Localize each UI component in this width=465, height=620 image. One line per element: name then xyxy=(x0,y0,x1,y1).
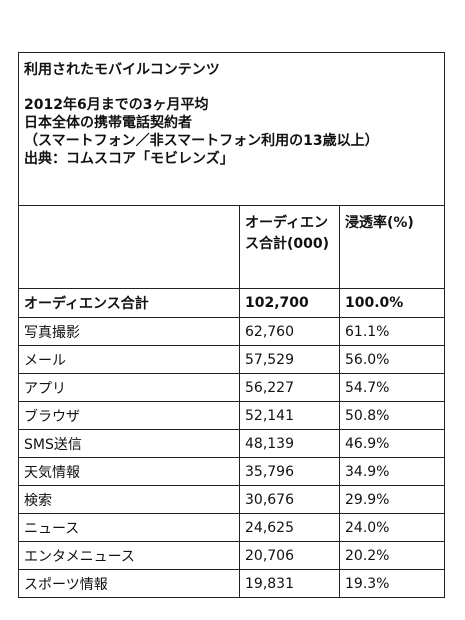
header-penetration-cell: 浸透率(%) xyxy=(338,205,446,289)
row-audience: 20,706 xyxy=(239,541,340,570)
header-row: オーディエンス合計(000) 浸透率(%) xyxy=(18,205,446,289)
row-penetration: 20.2% xyxy=(338,541,446,570)
row-penetration: 46.9% xyxy=(338,429,446,458)
row-label: SMS送信 xyxy=(18,429,240,458)
source-text: 出典：コムスコア「モビレンズ」 xyxy=(24,151,234,167)
table-row: スポーツ情報 19,831 19.3% xyxy=(18,569,446,598)
table-row: SMS送信 48,139 46.9% xyxy=(18,429,446,458)
mobile-content-table: 利用されたモバイルコンテンツ 2012年6月までの3ヶ月平均 日本全体の携帯電話… xyxy=(17,52,446,598)
row-audience: 30,676 xyxy=(239,485,340,514)
table-row: ブラウザ 52,141 50.8% xyxy=(18,401,446,430)
row-audience: 24,625 xyxy=(239,513,340,542)
title-spacer xyxy=(24,79,439,96)
title-cell: 利用されたモバイルコンテンツ 2012年6月までの3ヶ月平均 日本全体の携帯電話… xyxy=(17,52,446,206)
header-audience-cell: オーディエンス合計(000) xyxy=(239,205,340,289)
population-note: （スマートフォン／非スマートフォン利用の13歳以上） xyxy=(24,133,379,149)
total-label: オーディエンス合計 xyxy=(18,288,240,318)
row-label: スポーツ情報 xyxy=(18,569,240,598)
row-label: 天気情報 xyxy=(18,457,240,486)
row-penetration: 54.7% xyxy=(338,373,446,402)
row-label: メール xyxy=(18,345,240,374)
total-penetration: 100.0% xyxy=(338,288,446,318)
table-row: 写真撮影 62,760 61.1% xyxy=(18,317,446,346)
row-audience: 19,831 xyxy=(239,569,340,598)
row-audience: 62,760 xyxy=(239,317,340,346)
row-audience: 52,141 xyxy=(239,401,340,430)
row-audience: 57,529 xyxy=(239,345,340,374)
header-audience: オーディエンス合計(000) xyxy=(245,215,330,252)
table-title: 利用されたモバイルコンテンツ xyxy=(24,62,220,78)
header-label-cell xyxy=(18,205,240,289)
total-row: オーディエンス合計 102,700 100.0% xyxy=(18,288,446,318)
row-label: エンタメニュース xyxy=(18,541,240,570)
row-label: ニュース xyxy=(18,513,240,542)
table-row: アプリ 56,227 54.7% xyxy=(18,373,446,402)
table-row: 天気情報 35,796 34.9% xyxy=(18,457,446,486)
row-penetration: 50.8% xyxy=(338,401,446,430)
table-row: メール 57,529 56.0% xyxy=(18,345,446,374)
title-row: 利用されたモバイルコンテンツ 2012年6月までの3ヶ月平均 日本全体の携帯電話… xyxy=(17,52,446,206)
row-penetration: 56.0% xyxy=(338,345,446,374)
period-text: 2012年6月までの3ヶ月平均 xyxy=(24,97,209,113)
row-penetration: 61.1% xyxy=(338,317,446,346)
row-label: 検索 xyxy=(18,485,240,514)
table-row: ニュース 24,625 24.0% xyxy=(18,513,446,542)
row-audience: 56,227 xyxy=(239,373,340,402)
row-penetration: 34.9% xyxy=(338,457,446,486)
row-penetration: 24.0% xyxy=(338,513,446,542)
row-penetration: 29.9% xyxy=(338,485,446,514)
row-label: 写真撮影 xyxy=(18,317,240,346)
table-row: 検索 30,676 29.9% xyxy=(18,485,446,514)
row-penetration: 19.3% xyxy=(338,569,446,598)
table-row: エンタメニュース 20,706 20.2% xyxy=(18,541,446,570)
population-text: 日本全体の携帯電話契約者 xyxy=(24,115,192,131)
row-label: アプリ xyxy=(18,373,240,402)
header-penetration: 浸透率(%) xyxy=(345,215,414,231)
total-audience: 102,700 xyxy=(239,288,340,318)
row-audience: 35,796 xyxy=(239,457,340,486)
row-audience: 48,139 xyxy=(239,429,340,458)
row-label: ブラウザ xyxy=(18,401,240,430)
